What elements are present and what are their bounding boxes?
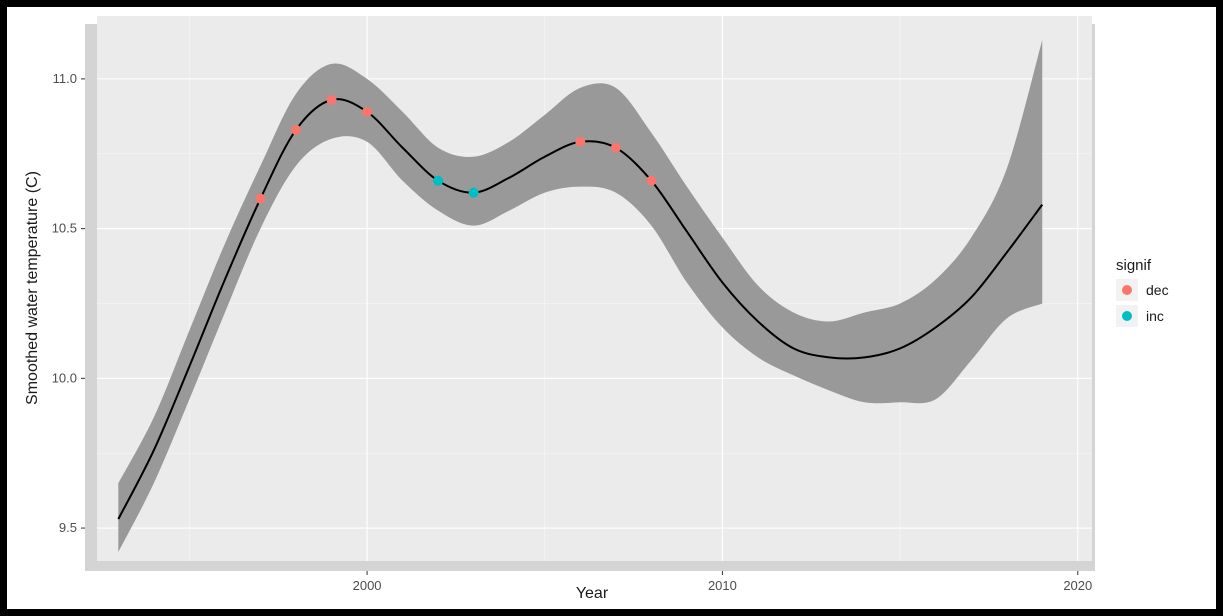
- x-tick-label: 2000: [353, 578, 382, 593]
- point-dec: [362, 106, 373, 117]
- point-dec: [575, 136, 586, 147]
- y-axis: 9.5 10.0 10.5 11.0: [52, 71, 85, 535]
- y-axis-title: Smoothed water temperature (C): [24, 171, 41, 405]
- point-dec: [326, 94, 337, 105]
- x-tick-label: 2010: [708, 578, 737, 593]
- point-dec: [291, 124, 301, 135]
- x-axis: 2000 2010 2020: [353, 571, 1092, 593]
- legend-title: signif: [1116, 257, 1152, 274]
- point-dec: [610, 142, 621, 153]
- point-dec: [646, 175, 657, 186]
- point-inc: [468, 187, 479, 198]
- legend: signif dec inc: [1116, 257, 1169, 327]
- y-tick-label: 11.0: [53, 71, 77, 86]
- legend-label-inc: inc: [1146, 308, 1164, 324]
- legend-entries: dec inc: [1116, 279, 1169, 327]
- smooth-line: [117, 98, 1044, 520]
- y-tick-label: 10.5: [52, 221, 77, 236]
- data-points: [255, 94, 657, 204]
- y-tick-label: 9.5: [59, 520, 77, 535]
- y-tick-label: 10.0: [52, 370, 77, 385]
- legend-marker-inc: [1122, 311, 1132, 321]
- x-axis-title: Year: [576, 585, 609, 602]
- x-tick-label: 2020: [1063, 578, 1092, 593]
- legend-marker-dec: [1122, 285, 1132, 295]
- legend-label-dec: dec: [1146, 282, 1169, 298]
- point-dec: [255, 193, 266, 204]
- grid-minor: [97, 16, 1092, 561]
- point-inc: [433, 175, 444, 186]
